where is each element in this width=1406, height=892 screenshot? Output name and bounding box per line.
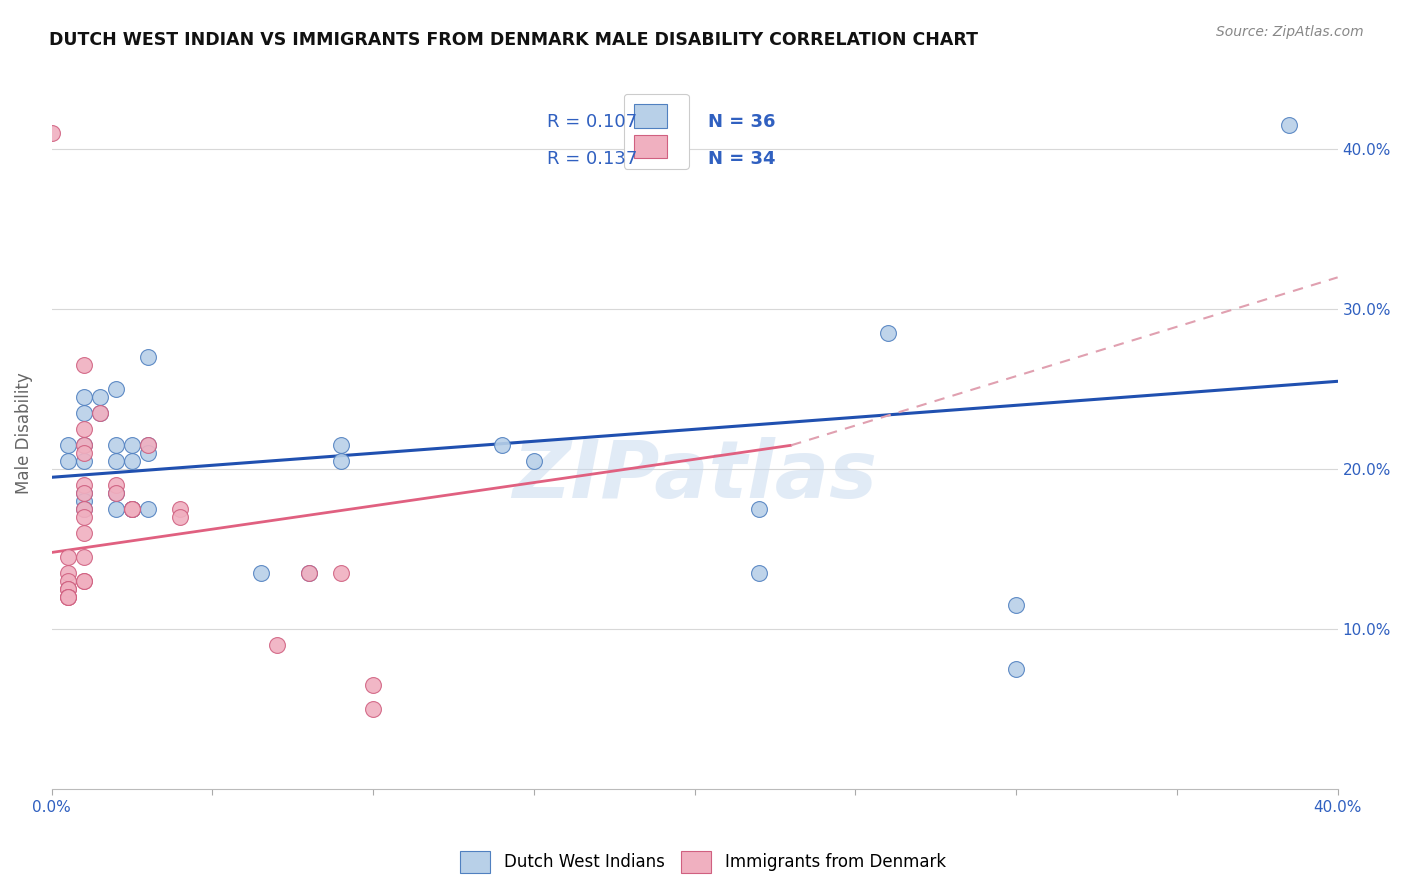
Text: N = 34: N = 34	[707, 150, 775, 168]
Point	[298, 566, 321, 581]
Point	[136, 351, 159, 365]
Point	[41, 127, 63, 141]
Point	[169, 510, 191, 524]
Point	[73, 550, 96, 565]
Point	[876, 326, 898, 341]
Point	[266, 638, 288, 652]
Point	[249, 566, 271, 581]
Point	[73, 574, 96, 589]
Point	[169, 502, 191, 516]
Point	[73, 422, 96, 436]
Point	[1005, 662, 1028, 676]
Point	[136, 438, 159, 452]
Point	[105, 438, 128, 452]
Point	[330, 566, 353, 581]
Point	[105, 486, 128, 500]
Point	[136, 446, 159, 460]
Point	[89, 390, 111, 404]
Text: N = 36: N = 36	[707, 112, 775, 130]
Point	[73, 390, 96, 404]
Point	[56, 574, 79, 589]
Text: R = 0.137: R = 0.137	[547, 150, 637, 168]
Legend: , : ,	[624, 94, 689, 169]
Point	[56, 582, 79, 597]
Point	[89, 406, 111, 420]
Point	[121, 502, 143, 516]
Point	[73, 502, 96, 516]
Point	[121, 438, 143, 452]
Point	[73, 526, 96, 541]
Point	[121, 502, 143, 516]
Point	[121, 454, 143, 468]
Point	[56, 566, 79, 581]
Point	[73, 454, 96, 468]
Point	[105, 382, 128, 396]
Point	[136, 438, 159, 452]
Point	[105, 486, 128, 500]
Point	[73, 446, 96, 460]
Point	[73, 438, 96, 452]
Point	[56, 438, 79, 452]
Point	[748, 566, 770, 581]
Point	[56, 582, 79, 597]
Point	[73, 502, 96, 516]
Point	[73, 574, 96, 589]
Point	[1005, 598, 1028, 612]
Point	[56, 591, 79, 605]
Text: ZIPatlas: ZIPatlas	[512, 437, 877, 515]
Point	[330, 438, 353, 452]
Point	[748, 502, 770, 516]
Point	[298, 566, 321, 581]
Point	[73, 438, 96, 452]
Point	[56, 454, 79, 468]
Point	[1278, 119, 1301, 133]
Text: R = 0.107: R = 0.107	[547, 112, 637, 130]
Point	[73, 494, 96, 508]
Point	[73, 406, 96, 420]
Point	[105, 502, 128, 516]
Point	[330, 454, 353, 468]
Point	[56, 591, 79, 605]
Point	[73, 486, 96, 500]
Point	[523, 454, 546, 468]
Point	[73, 478, 96, 492]
Point	[56, 591, 79, 605]
Point	[105, 478, 128, 492]
Point	[73, 486, 96, 500]
Legend: Dutch West Indians, Immigrants from Denmark: Dutch West Indians, Immigrants from Denm…	[454, 845, 952, 880]
Text: Source: ZipAtlas.com: Source: ZipAtlas.com	[1216, 25, 1364, 39]
Point	[136, 502, 159, 516]
Point	[361, 702, 384, 716]
Point	[56, 550, 79, 565]
Y-axis label: Male Disability: Male Disability	[15, 373, 32, 494]
Point	[105, 454, 128, 468]
Point	[73, 359, 96, 373]
Point	[121, 502, 143, 516]
Point	[121, 502, 143, 516]
Point	[89, 406, 111, 420]
Point	[491, 438, 513, 452]
Text: DUTCH WEST INDIAN VS IMMIGRANTS FROM DENMARK MALE DISABILITY CORRELATION CHART: DUTCH WEST INDIAN VS IMMIGRANTS FROM DEN…	[49, 31, 979, 49]
Point	[361, 678, 384, 692]
Point	[73, 510, 96, 524]
